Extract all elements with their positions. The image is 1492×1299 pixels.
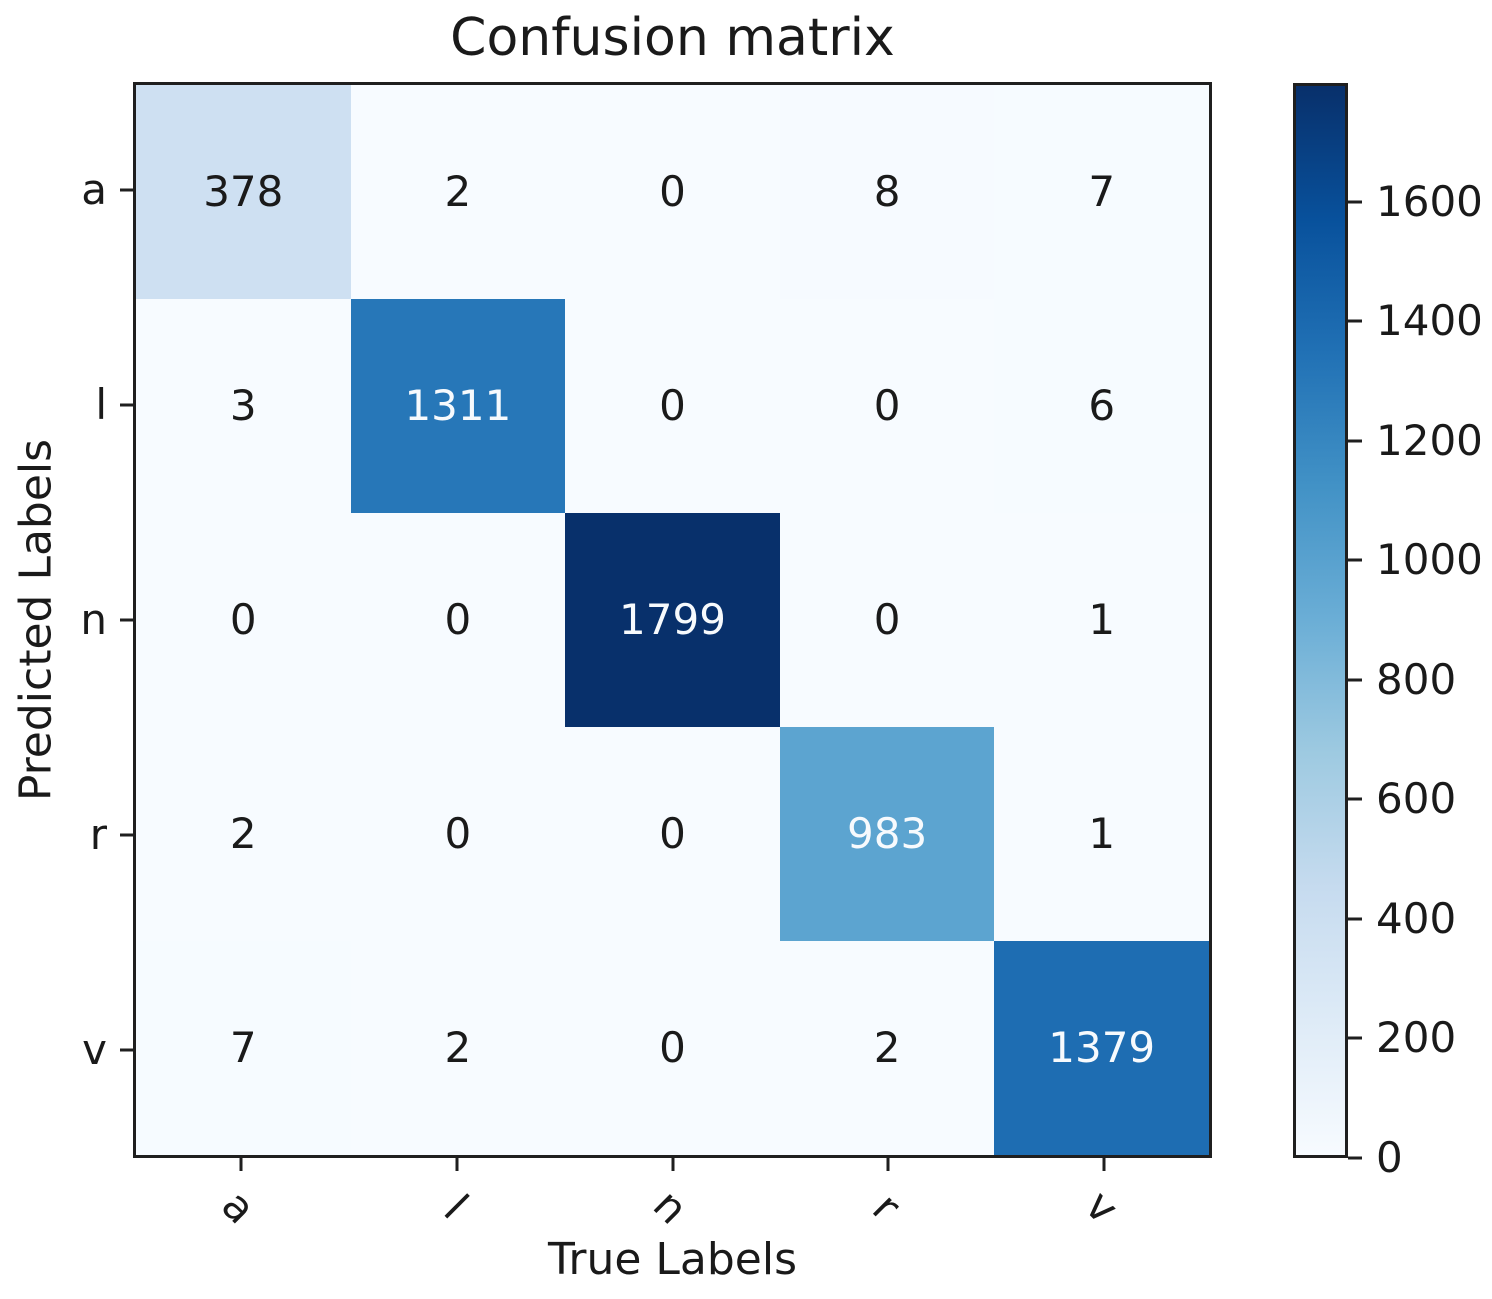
- matrix-cell-l-a: 3: [136, 299, 351, 513]
- matrix-cell-n-v: 1: [994, 513, 1209, 727]
- matrix-cell-l-v: 6: [994, 299, 1209, 513]
- cell-value: 1379: [1048, 1023, 1156, 1072]
- matrix-cell-r-n: 0: [565, 727, 780, 941]
- y-tick-label-v: v: [82, 1025, 107, 1075]
- colorbar-tick-mark: [1348, 917, 1362, 921]
- x-tick-label-a: a: [212, 1180, 266, 1234]
- y-tick-mark: [120, 188, 133, 192]
- cell-value: 2: [229, 809, 257, 858]
- matrix-cell-a-l: 2: [350, 85, 566, 299]
- y-tick-mark: [120, 1048, 133, 1052]
- matrix-cell-a-a: 378: [136, 85, 351, 299]
- x-tick-mark: [886, 1158, 890, 1171]
- cell-value: 0: [444, 595, 472, 644]
- colorbar: [1293, 83, 1348, 1158]
- cell-value: 8: [873, 167, 901, 216]
- colorbar-tick-label-200: 200: [1376, 1013, 1457, 1063]
- colorbar-tick-label-800: 800: [1376, 654, 1457, 704]
- matrix-cell-n-l: 0: [350, 513, 566, 727]
- matrix-cell-l-n: 0: [565, 299, 780, 513]
- matrix-cell-v-n: 0: [565, 941, 780, 1155]
- y-tick-label-r: r: [89, 810, 107, 860]
- colorbar-tick-mark: [1348, 200, 1362, 204]
- matrix-cell-r-r: 983: [779, 727, 995, 941]
- matrix-cell-l-l: 1311: [350, 299, 566, 513]
- y-tick-mark: [120, 833, 133, 837]
- x-tick-label-v: v: [1075, 1180, 1129, 1233]
- colorbar-tick-label-1600: 1600: [1376, 176, 1483, 226]
- colorbar-tick-label-400: 400: [1376, 893, 1457, 943]
- cell-value: 0: [659, 167, 686, 216]
- y-axis-ticks: a l n r v: [0, 82, 133, 1158]
- y-tick-label-n: n: [80, 595, 107, 644]
- heatmap-grid: 378 2 0 8 7 3 1311 0 0 6 0 0 1799 0 1 2 0 0 983 1 7 2 0 2 1379: [133, 82, 1212, 1158]
- colorbar-tick-mark: [1348, 558, 1362, 562]
- cell-value: 1: [1088, 809, 1116, 858]
- colorbar-tick-mark: [1348, 439, 1362, 443]
- x-tick-label-r: r: [863, 1183, 911, 1231]
- cell-value: 378: [203, 167, 284, 216]
- y-tick-label-l: l: [95, 379, 107, 429]
- cell-value: 0: [444, 809, 472, 858]
- cell-value: 0: [229, 595, 257, 644]
- colorbar-tick-label-600: 600: [1376, 774, 1457, 824]
- cell-value: 3: [229, 381, 257, 430]
- colorbar-tick-label-1200: 1200: [1376, 415, 1483, 465]
- cell-value: 1311: [404, 381, 512, 430]
- matrix-cell-l-r: 0: [779, 299, 995, 513]
- cell-value: 7: [229, 1023, 257, 1072]
- chart-title: Confusion matrix: [450, 8, 895, 68]
- cell-value: 6: [1088, 381, 1116, 430]
- x-tick-label-l: l: [434, 1185, 478, 1229]
- cell-value: 2: [444, 167, 472, 216]
- x-tick-mark: [239, 1158, 243, 1171]
- y-tick-mark: [120, 618, 133, 622]
- matrix-cell-a-r: 8: [779, 85, 995, 299]
- matrix-cell-a-n: 0: [565, 85, 780, 299]
- matrix-cell-a-v: 7: [994, 85, 1209, 299]
- colorbar-tick-mark: [1348, 1156, 1362, 1160]
- colorbar-tick-label-0: 0: [1376, 1133, 1403, 1182]
- matrix-cell-r-l: 0: [350, 727, 566, 941]
- colorbar-tick-mark: [1348, 797, 1362, 801]
- x-axis-label: True Labels: [547, 1234, 798, 1285]
- cell-value: 983: [847, 809, 928, 858]
- matrix-cell-r-v: 1: [994, 727, 1209, 941]
- y-tick-label-a: a: [81, 164, 107, 214]
- x-tick-mark: [455, 1158, 459, 1171]
- colorbar-tick-label-1400: 1400: [1376, 296, 1483, 346]
- cell-value: 1799: [619, 595, 726, 644]
- cell-value: 0: [659, 809, 686, 858]
- cell-value: 7: [1088, 167, 1116, 216]
- cell-value: 0: [659, 381, 686, 430]
- colorbar-ticks: 0 200 400 600 800 1000 1200 1400 1600: [1348, 83, 1492, 1179]
- x-tick-mark: [671, 1158, 674, 1171]
- cell-value: 0: [873, 595, 901, 644]
- cell-value: 2: [873, 1023, 901, 1072]
- colorbar-tick-label-1000: 1000: [1376, 535, 1483, 585]
- x-tick-label-n: n: [643, 1180, 697, 1234]
- matrix-cell-n-r: 0: [779, 513, 995, 727]
- colorbar-tick-mark: [1348, 678, 1362, 682]
- matrix-cell-v-l: 2: [350, 941, 566, 1155]
- colorbar-tick-mark: [1348, 319, 1362, 323]
- matrix-cell-v-r: 2: [779, 941, 995, 1155]
- matrix-cell-v-a: 7: [136, 941, 351, 1155]
- matrix-cell-n-n: 1799: [565, 513, 780, 727]
- y-tick-mark: [120, 403, 133, 407]
- matrix-cell-r-a: 2: [136, 727, 351, 941]
- x-tick-mark: [1102, 1158, 1106, 1171]
- colorbar-tick-mark: [1348, 1036, 1362, 1040]
- matrix-cell-n-a: 0: [136, 513, 351, 727]
- cell-value: 0: [873, 381, 901, 430]
- cell-value: 2: [444, 1023, 472, 1072]
- matrix-cell-v-v: 1379: [994, 941, 1209, 1155]
- cell-value: 1: [1088, 595, 1116, 644]
- cell-value: 0: [659, 1023, 686, 1072]
